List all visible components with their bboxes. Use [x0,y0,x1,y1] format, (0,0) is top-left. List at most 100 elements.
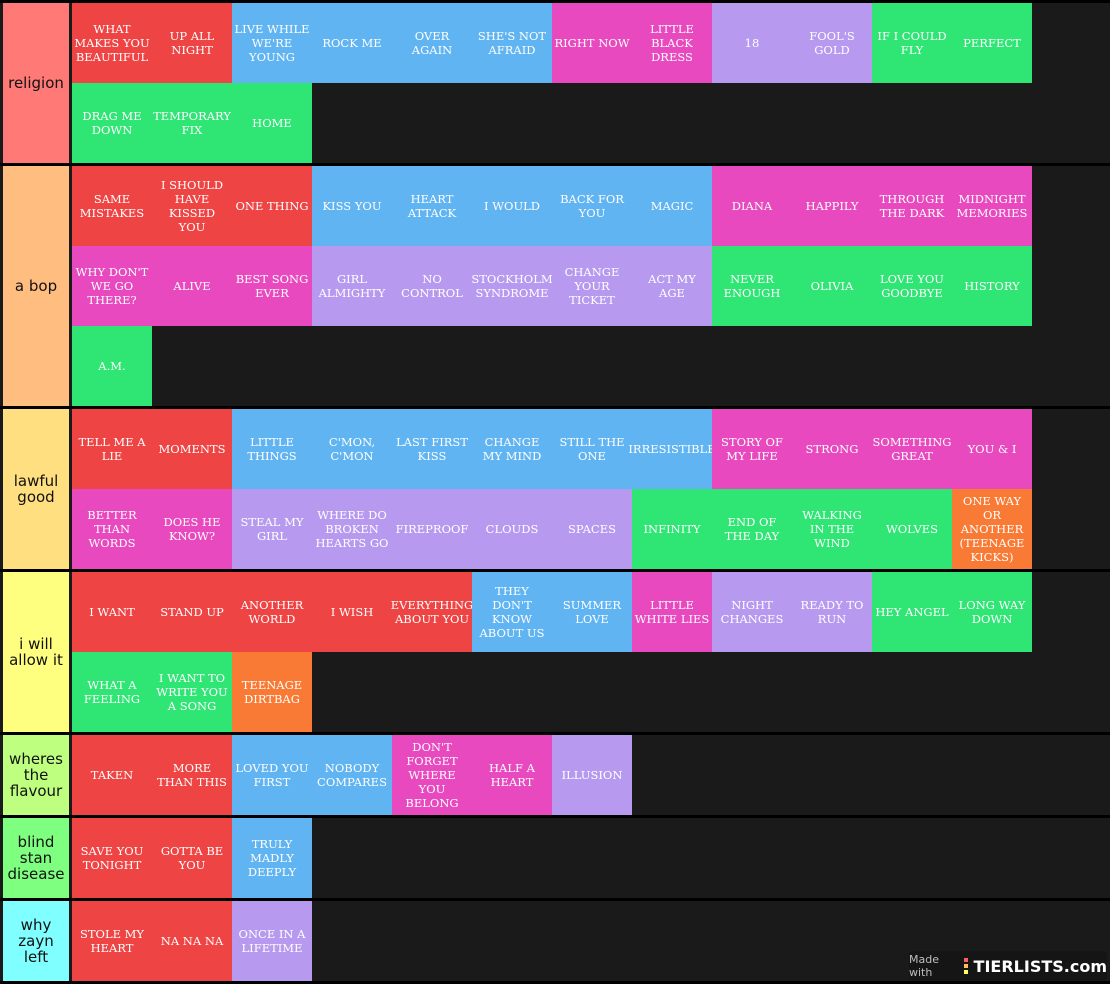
song-tile[interactable]: GIRL ALMIGHTY [312,246,392,326]
song-tile[interactable]: READY TO RUN [792,572,872,652]
song-tile[interactable]: CLOUDS [472,489,552,569]
song-tile[interactable]: LITTLE WHITE LIES [632,572,712,652]
song-tile[interactable]: MAGIC [632,166,712,246]
song-tile[interactable]: SPACES [552,489,632,569]
song-tile[interactable]: DON'T FORGET WHERE YOU BELONG [392,735,472,815]
song-tile[interactable]: END OF THE DAY [712,489,792,569]
tier-label[interactable]: wheres the flavour [3,735,69,815]
song-tile[interactable]: HOME [232,83,312,163]
song-tile[interactable]: I WOULD [472,166,552,246]
song-tile[interactable]: MIDNIGHT MEMORIES [952,166,1032,246]
song-tile[interactable]: TELL ME A LIE [72,409,152,489]
song-tile[interactable]: THEY DON'T KNOW ABOUT US [472,572,552,652]
song-tile[interactable]: HAPPILY [792,166,872,246]
song-tile[interactable]: ROCK ME [312,3,392,83]
song-tile[interactable]: WHAT A FEELING [72,652,152,732]
song-tile[interactable]: STEAL MY GIRL [232,489,312,569]
song-tile[interactable]: STAND UP [152,572,232,652]
song-tile[interactable]: TEMPORARY FIX [152,83,232,163]
song-tile[interactable]: INFINITY [632,489,712,569]
song-tile[interactable]: NA NA NA [152,901,232,981]
tier-label[interactable]: blind stan disease [3,818,69,898]
song-tile[interactable]: ALIVE [152,246,232,326]
song-tile[interactable]: HALF A HEART [472,735,552,815]
song-tile[interactable]: KISS YOU [312,166,392,246]
song-tile[interactable]: NEVER ENOUGH [712,246,792,326]
song-tile[interactable]: 18 [712,3,792,83]
song-tile[interactable]: TEENAGE DIRTBAG [232,652,312,732]
song-tile[interactable]: LAST FIRST KISS [392,409,472,489]
song-tile[interactable]: LONG WAY DOWN [952,572,1032,652]
song-tile[interactable]: DRAG ME DOWN [72,83,152,163]
song-tile[interactable]: IRRESISTIBLE [628,409,716,489]
tier-label[interactable]: lawful good [3,409,69,569]
song-tile[interactable]: HEY ANGEL [872,572,952,652]
song-tile[interactable]: SOMETHING GREAT [872,409,952,489]
song-tile[interactable]: BETTER THAN WORDS [72,489,152,569]
song-tile[interactable]: WHAT MAKES YOU BEAUTIFUL [72,3,152,83]
song-tile[interactable]: OVER AGAIN [392,3,472,83]
song-tile[interactable]: WHY DON'T WE GO THERE? [72,246,152,326]
song-tile[interactable]: LITTLE THINGS [232,409,312,489]
song-tile[interactable]: THROUGH THE DARK [872,166,952,246]
song-tile[interactable]: ONCE IN A LIFETIME [232,901,312,981]
song-tile[interactable]: EVERYTHING ABOUT YOU [391,572,473,652]
song-tile[interactable]: PERFECT [952,3,1032,83]
song-tile[interactable]: LIVE WHILE WE'RE YOUNG [232,3,312,83]
song-tile[interactable]: RIGHT NOW [552,3,632,83]
song-tile[interactable]: TAKEN [72,735,152,815]
song-tile[interactable]: ILLUSION [552,735,632,815]
song-tile[interactable]: STORY OF MY LIFE [712,409,792,489]
song-tile[interactable]: NOBODY COMPARES [312,735,392,815]
song-tile[interactable]: STOCKHOLM SYNDROME [471,246,553,326]
tier-row: wheres the flavour TAKEN MORE THAN THIS LOV… [0,735,1110,815]
song-tile[interactable]: I WISH [312,572,392,652]
tier-label[interactable]: why zayn left [3,901,69,981]
song-tile[interactable]: STILL THE ONE [552,409,632,489]
song-tile[interactable]: ONE THING [232,166,312,246]
song-tile[interactable]: STOLE MY HEART [72,901,152,981]
song-tile[interactable]: SAME MISTAKES [72,166,152,246]
tier-label[interactable]: a bop [3,166,69,406]
song-tile[interactable]: GOTTA BE YOU [152,818,232,898]
song-tile[interactable]: FIREPROOF [392,489,472,569]
song-tile[interactable]: TRULY MADLY DEEPLY [232,818,312,898]
song-tile[interactable]: CHANGE YOUR TICKET [552,246,632,326]
song-tile[interactable]: IF I COULD FLY [872,3,952,83]
song-tile[interactable]: OLIVIA [792,246,872,326]
song-tile[interactable]: MORE THAN THIS [152,735,232,815]
song-tile[interactable]: STRONG [792,409,872,489]
song-tile[interactable]: MOMENTS [152,409,232,489]
song-tile[interactable]: NIGHT CHANGES [712,572,792,652]
song-tile[interactable]: C'MON, C'MON [312,409,392,489]
song-tile[interactable]: LOVE YOU GOODBYE [872,246,952,326]
tier-label[interactable]: i will allow it [3,572,69,732]
song-tile[interactable]: BACK FOR YOU [552,166,632,246]
song-tile[interactable]: HISTORY [952,246,1032,326]
song-tile[interactable]: SUMMER LOVE [552,572,632,652]
song-tile[interactable]: WOLVES [872,489,952,569]
song-tile[interactable]: DIANA [712,166,792,246]
song-tile[interactable]: I WANT TO WRITE YOU A SONG [152,652,232,732]
song-tile[interactable]: WHERE DO BROKEN HEARTS GO [312,489,392,569]
song-tile[interactable]: ONE WAY OR ANOTHER (TEENAGE KICKS) [952,489,1032,569]
song-tile[interactable]: LITTLE BLACK DRESS [632,3,712,83]
song-tile[interactable]: WALKING IN THE WIND [792,489,872,569]
song-tile[interactable]: DOES HE KNOW? [152,489,232,569]
song-tile[interactable]: FOOL'S GOLD [792,3,872,83]
song-tile[interactable]: SAVE YOU TONIGHT [72,818,152,898]
song-tile[interactable]: CHANGE MY MIND [472,409,552,489]
song-tile[interactable]: I SHOULD HAVE KISSED YOU [152,166,232,246]
song-tile[interactable]: NO CONTROL [392,246,472,326]
tier-label[interactable]: religion [3,3,69,163]
song-tile[interactable]: A.M. [72,326,152,406]
song-tile[interactable]: I WANT [72,572,152,652]
song-tile[interactable]: YOU & I [952,409,1032,489]
song-tile[interactable]: ANOTHER WORLD [232,572,312,652]
song-tile[interactable]: ACT MY AGE [632,246,712,326]
song-tile[interactable]: HEART ATTACK [392,166,472,246]
song-tile[interactable]: SHE'S NOT AFRAID [472,3,552,83]
song-tile[interactable]: LOVED YOU FIRST [232,735,312,815]
song-tile[interactable]: UP ALL NIGHT [152,3,232,83]
song-tile[interactable]: BEST SONG EVER [232,246,312,326]
